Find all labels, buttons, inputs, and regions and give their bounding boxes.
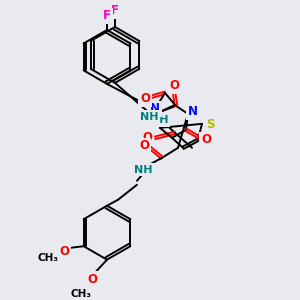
Text: NH: NH bbox=[134, 165, 152, 175]
Text: N: N bbox=[150, 102, 160, 116]
Text: F: F bbox=[111, 4, 119, 17]
Text: NH: NH bbox=[140, 112, 158, 122]
Text: O: O bbox=[87, 273, 97, 286]
Text: NH: NH bbox=[150, 115, 168, 125]
Text: CH₃: CH₃ bbox=[37, 253, 58, 263]
Text: CH₃: CH₃ bbox=[70, 289, 92, 298]
Text: N: N bbox=[188, 105, 198, 119]
Text: O: O bbox=[201, 133, 211, 146]
Text: O: O bbox=[60, 245, 70, 258]
Text: O: O bbox=[140, 92, 150, 105]
Text: S: S bbox=[206, 118, 214, 131]
Text: O: O bbox=[139, 139, 149, 152]
Text: F: F bbox=[103, 10, 111, 22]
Text: O: O bbox=[169, 80, 179, 92]
Text: O: O bbox=[142, 131, 152, 144]
